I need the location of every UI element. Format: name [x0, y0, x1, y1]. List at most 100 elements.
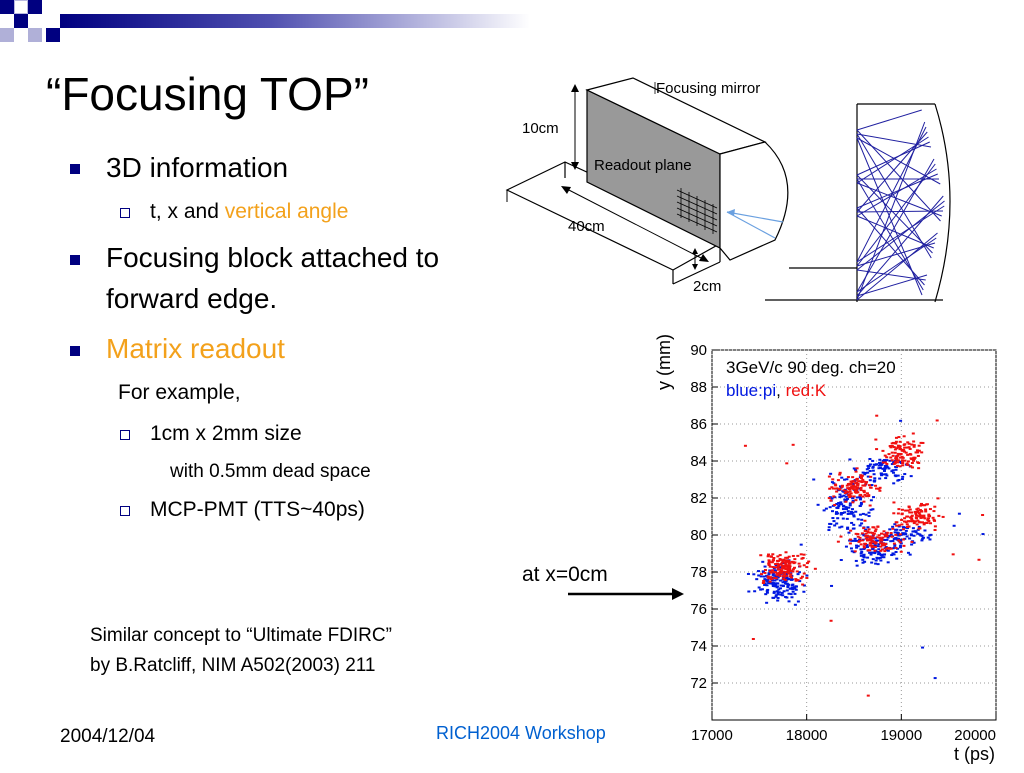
data-point — [881, 449, 885, 452]
data-point — [920, 539, 924, 542]
data-point — [861, 561, 865, 564]
data-point — [854, 470, 858, 473]
data-point — [766, 578, 770, 581]
y-tick-label: 82 — [690, 490, 707, 507]
data-point — [865, 481, 869, 484]
data-point — [882, 467, 886, 470]
data-point — [957, 512, 961, 515]
data-point — [784, 565, 788, 568]
data-point — [928, 522, 932, 525]
data-point — [977, 558, 981, 561]
data-point — [886, 549, 890, 552]
data-point — [909, 534, 913, 537]
data-point — [894, 533, 898, 536]
data-point — [883, 544, 887, 547]
y-tick-label: 88 — [690, 379, 707, 396]
data-point — [842, 505, 846, 508]
data-point — [863, 529, 867, 532]
data-point — [778, 558, 782, 561]
data-point — [778, 554, 782, 557]
data-point — [786, 564, 790, 567]
data-point — [831, 487, 835, 490]
data-point — [780, 566, 784, 569]
data-point — [908, 447, 912, 450]
data-point — [918, 533, 922, 536]
data-point — [778, 575, 782, 578]
data-point — [904, 451, 908, 454]
data-point — [844, 495, 848, 498]
data-point — [833, 503, 837, 506]
data-point — [855, 544, 859, 547]
detector-3d-diagram — [505, 77, 789, 285]
data-point — [774, 583, 778, 586]
data-point — [894, 537, 898, 540]
data-point — [843, 498, 847, 501]
data-point — [861, 512, 865, 515]
data-point — [869, 542, 873, 545]
data-point — [861, 558, 865, 561]
data-point — [910, 466, 914, 469]
data-point — [874, 562, 878, 565]
data-point — [790, 578, 794, 581]
legend-separator: , — [776, 381, 786, 400]
data-point — [905, 523, 909, 526]
data-point — [757, 574, 761, 577]
data-point — [919, 504, 923, 507]
data-point — [888, 459, 892, 462]
data-point — [910, 540, 914, 543]
data-point — [900, 459, 904, 462]
data-point — [894, 436, 898, 439]
data-point — [888, 528, 892, 531]
data-point — [856, 491, 860, 494]
data-point — [871, 469, 875, 472]
data-point — [781, 559, 785, 562]
data-point — [796, 573, 800, 576]
data-point — [798, 565, 802, 568]
y-tick-label: 74 — [690, 638, 707, 655]
data-point — [894, 466, 898, 469]
data-point — [878, 458, 882, 461]
data-point — [902, 435, 906, 438]
data-point — [813, 567, 817, 570]
data-point — [770, 581, 774, 584]
data-point — [857, 540, 861, 543]
legend-kaon: red:K — [785, 381, 827, 400]
data-point — [870, 544, 874, 547]
data-point — [770, 576, 774, 579]
data-point — [902, 538, 906, 541]
data-point — [852, 523, 856, 526]
data-point — [881, 536, 885, 539]
data-point — [872, 473, 876, 476]
data-point — [867, 528, 871, 531]
data-point — [858, 494, 862, 497]
data-point — [848, 458, 852, 461]
data-point — [893, 461, 897, 464]
data-point — [832, 495, 836, 498]
data-point — [899, 538, 903, 541]
data-point — [881, 461, 885, 464]
data-point — [889, 533, 893, 536]
data-point — [787, 572, 791, 575]
data-point — [883, 460, 887, 463]
data-point — [883, 461, 887, 464]
data-point — [926, 517, 930, 520]
data-point — [910, 520, 914, 523]
data-point — [884, 477, 888, 480]
data-point — [784, 595, 788, 598]
data-point — [907, 525, 911, 528]
data-point — [875, 536, 879, 539]
data-point — [886, 536, 890, 539]
data-point — [883, 454, 887, 457]
data-point — [920, 451, 924, 454]
data-point — [874, 559, 878, 562]
data-point — [827, 529, 831, 532]
data-point — [904, 509, 908, 512]
data-point — [791, 443, 795, 446]
data-point — [912, 459, 916, 462]
data-point — [778, 579, 782, 582]
data-point — [868, 463, 872, 466]
data-point — [919, 502, 923, 505]
data-point — [923, 504, 927, 507]
data-point — [872, 541, 876, 544]
data-point — [848, 486, 852, 489]
